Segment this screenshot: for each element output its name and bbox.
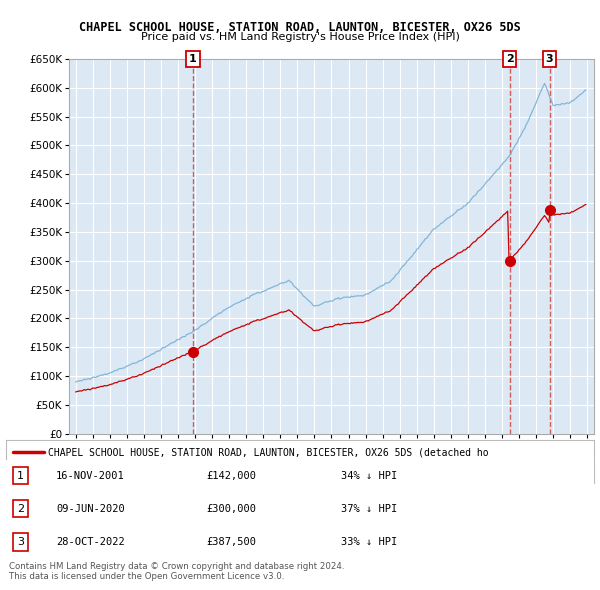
Text: Price paid vs. HM Land Registry's House Price Index (HPI): Price paid vs. HM Land Registry's House … bbox=[140, 32, 460, 42]
Text: CHAPEL SCHOOL HOUSE, STATION ROAD, LAUNTON, BICESTER, OX26 5DS (detached ho: CHAPEL SCHOOL HOUSE, STATION ROAD, LAUNT… bbox=[49, 447, 489, 457]
Text: 3: 3 bbox=[546, 54, 553, 64]
Text: £142,000: £142,000 bbox=[206, 471, 256, 480]
Text: 2: 2 bbox=[17, 504, 24, 513]
Text: 16-NOV-2001: 16-NOV-2001 bbox=[56, 471, 125, 480]
Text: 2: 2 bbox=[506, 54, 514, 64]
Text: CHAPEL SCHOOL HOUSE, STATION ROAD, LAUNTON, BICESTER, OX26 5DS: CHAPEL SCHOOL HOUSE, STATION ROAD, LAUNT… bbox=[79, 21, 521, 34]
Text: 09-JUN-2020: 09-JUN-2020 bbox=[56, 504, 125, 513]
Text: Contains HM Land Registry data © Crown copyright and database right 2024.: Contains HM Land Registry data © Crown c… bbox=[9, 562, 344, 571]
Text: 37% ↓ HPI: 37% ↓ HPI bbox=[341, 504, 397, 513]
Text: 3: 3 bbox=[17, 537, 24, 547]
Text: £300,000: £300,000 bbox=[206, 504, 256, 513]
Text: 33% ↓ HPI: 33% ↓ HPI bbox=[341, 537, 397, 547]
Text: 28-OCT-2022: 28-OCT-2022 bbox=[56, 537, 125, 547]
Text: £387,500: £387,500 bbox=[206, 537, 256, 547]
Text: HPI: Average price, detached house, Cherwell: HPI: Average price, detached house, Cher… bbox=[49, 468, 307, 478]
Text: 1: 1 bbox=[189, 54, 197, 64]
Text: This data is licensed under the Open Government Licence v3.0.: This data is licensed under the Open Gov… bbox=[9, 572, 284, 581]
Text: 34% ↓ HPI: 34% ↓ HPI bbox=[341, 471, 397, 480]
Text: 1: 1 bbox=[17, 471, 24, 480]
